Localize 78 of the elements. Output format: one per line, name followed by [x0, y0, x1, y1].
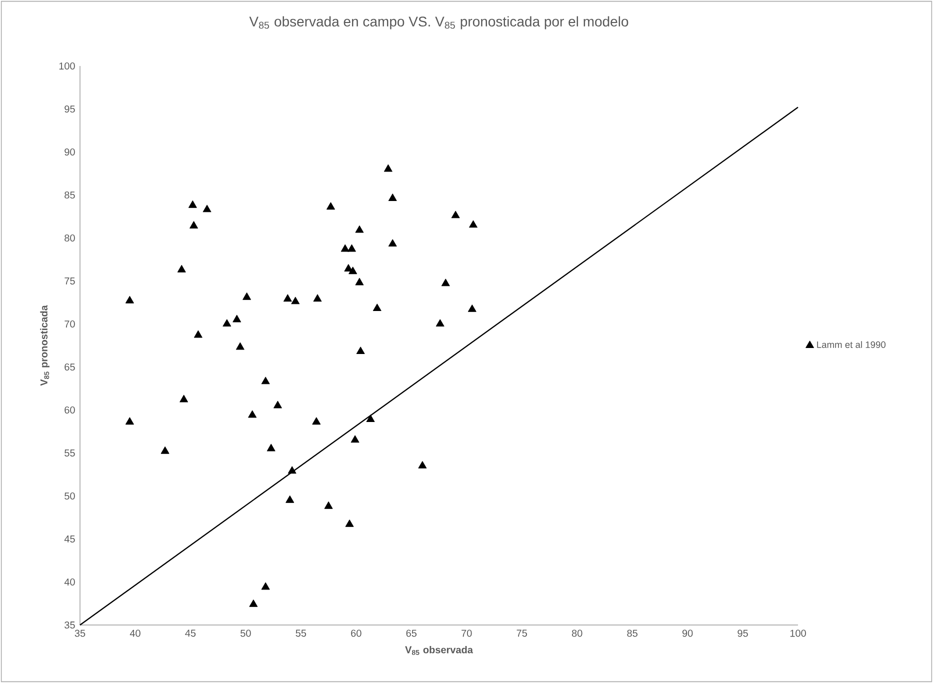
y-tick-label: 60	[64, 406, 75, 414]
point	[202, 204, 212, 212]
point	[326, 202, 335, 210]
point	[248, 410, 257, 418]
x-tick-label: 35	[74, 630, 86, 637]
point	[261, 376, 270, 384]
point	[313, 294, 322, 302]
point	[283, 294, 292, 302]
point	[232, 314, 242, 322]
x-tick-label: 70	[462, 630, 472, 637]
point	[348, 266, 358, 274]
point	[324, 502, 333, 509]
x-tick-label: 55	[296, 630, 306, 637]
point	[388, 239, 397, 247]
y-tick-label: 40	[64, 578, 75, 586]
y-tick-label: 35	[64, 621, 75, 629]
point	[160, 446, 170, 454]
point	[194, 330, 202, 338]
x-tick-label: 45	[185, 630, 196, 637]
y-tick-label: 75	[64, 278, 75, 284]
point	[188, 200, 197, 208]
point	[340, 244, 350, 252]
point	[356, 346, 365, 354]
point	[177, 265, 186, 272]
point	[355, 278, 364, 286]
point	[372, 304, 382, 312]
chart-title: V$_{85}$ observada en campo VS. V$_{85}$ pronosticada por el modelo	[249, 16, 628, 30]
x-tick-label: 100	[790, 630, 806, 637]
x-tick-label: 90	[682, 630, 693, 637]
x-tick-label: 65	[406, 630, 417, 637]
point	[384, 164, 392, 172]
y-tick-label: 85	[64, 191, 75, 199]
y-tick-label: 80	[64, 234, 75, 242]
y-tick-label: 95	[64, 105, 75, 113]
point	[286, 496, 294, 503]
point	[190, 221, 198, 228]
point	[242, 292, 251, 300]
point	[350, 435, 360, 443]
x-tick-label: 40	[130, 630, 140, 637]
point	[355, 225, 364, 233]
y-tick-label: 45	[64, 536, 75, 542]
y-axis-title: V$_{85}$ pronosticada	[40, 305, 50, 386]
point	[261, 582, 270, 590]
point	[451, 210, 460, 218]
point	[288, 466, 296, 474]
x-tick-label: 85	[627, 630, 638, 637]
point	[436, 319, 444, 327]
point	[126, 296, 134, 304]
y-tick-label: 90	[64, 148, 75, 156]
point	[126, 417, 134, 425]
point	[274, 400, 282, 408]
x-tick-label: 95	[738, 630, 748, 637]
x-axis-title: V$_{85}$ observada	[405, 646, 474, 655]
point	[222, 319, 232, 327]
point	[469, 220, 478, 228]
point	[266, 444, 276, 452]
point	[388, 194, 397, 201]
point	[348, 244, 356, 252]
x-tick-label: 75	[516, 630, 527, 637]
point	[180, 394, 188, 402]
x-tick-label: 60	[351, 630, 362, 637]
point	[441, 278, 450, 286]
point	[418, 461, 427, 468]
y-tick-label: 65	[64, 363, 75, 371]
point	[468, 304, 476, 312]
point	[291, 296, 300, 304]
point	[366, 414, 375, 422]
y-tick-label: 70	[64, 320, 75, 328]
point	[249, 600, 258, 607]
y-tick-label: 55	[64, 450, 75, 456]
x-tick-label: 80	[572, 630, 582, 637]
point	[236, 342, 244, 350]
point	[345, 520, 354, 527]
legend-label: Lamm et al 1990	[817, 341, 886, 348]
y-tick-label: 100	[59, 62, 75, 70]
y-tick-label: 50	[64, 492, 75, 500]
x-tick-label: 50	[240, 630, 251, 637]
point	[312, 417, 321, 425]
